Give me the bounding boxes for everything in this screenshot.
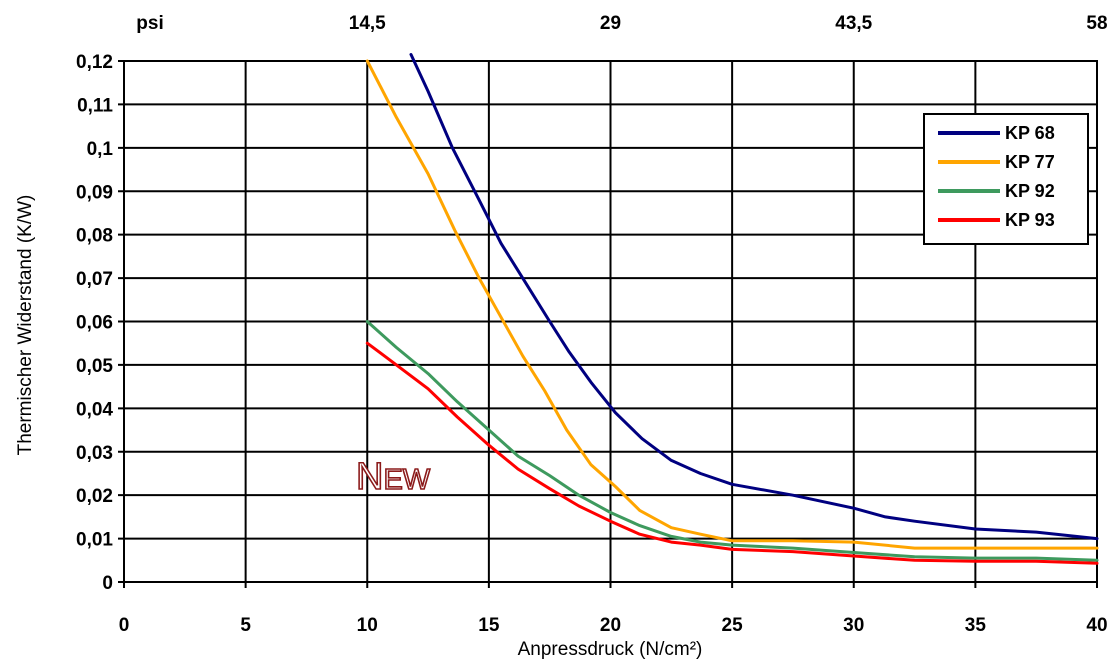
new-annotation: NEW — [356, 456, 431, 498]
x-tick-label: 15 — [478, 615, 500, 636]
series-lines — [365, 53, 1099, 565]
y-tick-label: 0,05 — [76, 356, 113, 377]
x-tick-label: 20 — [600, 615, 621, 636]
new-annotation-initial: N — [356, 456, 383, 498]
x-tick-label: 40 — [1086, 615, 1107, 636]
top-axis-tick-label: 43,5 — [835, 13, 872, 34]
legend-label: KP 92 — [1005, 181, 1055, 201]
x-tick-label: 35 — [965, 615, 987, 636]
top-axis-tick-label: 29 — [600, 13, 621, 34]
x-tick-label: 5 — [240, 615, 251, 636]
y-tick-label: 0,08 — [76, 226, 113, 247]
y-tick-label: 0,07 — [76, 269, 113, 290]
series-line-kp-93 — [365, 341, 1099, 565]
plot-area-border — [123, 60, 1098, 583]
top-axis-tick-labels: 14,5 29 43,5 58 — [349, 13, 1108, 34]
new-annotation-rest: EW — [383, 464, 430, 496]
x-tick-label: 25 — [722, 615, 744, 636]
y-tick-label: 0,09 — [76, 182, 113, 203]
y-tick-label: 0,11 — [77, 95, 113, 116]
top-axis-unit-label: psi — [136, 13, 163, 34]
legend-label: KP 77 — [1005, 152, 1055, 172]
top-axis-tick-label: 14,5 — [349, 13, 386, 34]
legend: KP 68 KP 77 KP 92 KP 93 — [923, 113, 1089, 245]
legend-box — [923, 113, 1089, 245]
legend-label: KP 68 — [1005, 123, 1055, 143]
top-axis-tick-label: 58 — [1086, 13, 1107, 34]
x-axis-title: Anpressdruck (N/cm²) — [518, 639, 703, 660]
x-tick-label: 0 — [119, 615, 130, 636]
y-axis-tick-labels: 0 0,01 0,02 0,03 0,04 0,05 0,06 0,07 0,08 0,09 0,1… — [76, 52, 113, 594]
y-tick-label: 0,06 — [76, 313, 113, 334]
series-line-kp-92 — [365, 320, 1099, 562]
series-line-kp-77 — [365, 59, 1099, 550]
y-tick-label: 0 — [102, 573, 113, 594]
y-tick-label: 0,12 — [76, 52, 113, 73]
y-axis-title: Thermischer Widerstand (K/W) — [15, 195, 36, 456]
x-tick-label: 10 — [357, 615, 378, 636]
legend-label: KP 93 — [1005, 210, 1055, 230]
y-tick-label: 0,02 — [76, 486, 113, 507]
series-line-kp-68 — [409, 53, 1099, 541]
y-tick-label: 0,04 — [76, 399, 113, 420]
y-tick-label: 0,03 — [76, 443, 113, 464]
x-tick-label: 30 — [843, 615, 864, 636]
y-tick-label: 0,01 — [76, 530, 113, 551]
x-axis-tick-labels: 0 5 10 15 20 25 30 35 40 — [119, 615, 1108, 636]
y-tick-label: 0,1 — [87, 139, 114, 160]
